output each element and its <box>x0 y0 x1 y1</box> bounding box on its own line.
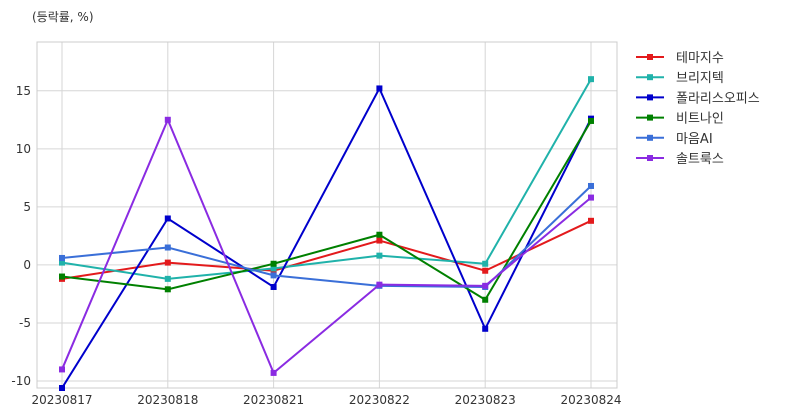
legend-label: 테마지수 <box>676 51 724 66</box>
y-unit-label: (등락률, %) <box>32 10 94 24</box>
y-tick-label: -5 <box>19 316 31 330</box>
legend-swatch-marker <box>647 54 653 60</box>
x-tick-label: 20230823 <box>455 393 516 407</box>
legend-swatch-marker <box>647 134 653 141</box>
data-point <box>482 325 489 332</box>
legend-item: 비트나인 <box>636 112 724 127</box>
x-tick-label: 20230821 <box>243 393 304 407</box>
legend-item: 솔트룩스 <box>636 152 724 167</box>
series-line <box>61 78 592 280</box>
series-6 <box>59 116 594 376</box>
data-point <box>588 76 594 83</box>
legend-label: 폴라리스오피스 <box>676 91 760 106</box>
data-point <box>588 117 594 124</box>
data-point <box>270 272 277 279</box>
series-line <box>61 219 592 280</box>
data-point <box>376 281 383 288</box>
legend-label: 솔트룩스 <box>676 152 724 167</box>
data-point <box>588 182 594 189</box>
legend-item: 브리지텍 <box>636 71 724 86</box>
data-point <box>376 231 383 238</box>
data-point <box>270 260 277 267</box>
y-tick-label: 5 <box>23 200 31 214</box>
series-2 <box>59 76 594 282</box>
legend-item: 마음AI <box>636 132 713 147</box>
x-tick-label: 20230824 <box>560 393 621 407</box>
series-line <box>61 120 592 302</box>
data-point <box>482 267 489 274</box>
data-point <box>270 283 277 290</box>
y-tick-label: 10 <box>16 142 31 156</box>
x-tick-label: 20230818 <box>137 393 198 407</box>
plot-frame <box>36 41 618 389</box>
data-point <box>588 217 594 224</box>
data-point <box>59 259 65 266</box>
data-point <box>164 286 171 293</box>
data-point <box>376 237 383 244</box>
data-point <box>588 194 594 201</box>
series-3 <box>59 85 594 391</box>
legend-item: 테마지수 <box>636 51 724 66</box>
data-point <box>59 366 65 373</box>
data-point <box>164 259 171 266</box>
grid <box>37 42 617 388</box>
data-point <box>59 385 65 391</box>
data-point <box>376 85 383 92</box>
data-point <box>164 244 171 251</box>
legend-swatch-marker <box>647 114 653 121</box>
legend-label: 브리지텍 <box>676 71 724 86</box>
y-tick-label: 15 <box>16 84 31 98</box>
data-point <box>164 215 171 222</box>
legend-label: 마음AI <box>676 132 713 147</box>
x-tick-label: 20230817 <box>31 393 92 407</box>
legend-swatch-marker <box>647 94 653 101</box>
data-point <box>59 254 65 261</box>
series-line <box>61 185 592 288</box>
x-tick-label: 20230822 <box>349 393 410 407</box>
data-point <box>482 296 489 303</box>
data-point <box>270 265 277 272</box>
y-tick-label: -10 <box>11 374 31 388</box>
legend-item: 폴라리스오피스 <box>636 91 760 106</box>
y-tick-label: 0 <box>23 258 31 272</box>
data-point <box>482 282 489 289</box>
data-point <box>376 252 383 259</box>
data-point <box>59 273 65 280</box>
legend-swatch-marker <box>647 155 653 161</box>
data-point <box>164 116 171 123</box>
data-point <box>482 260 489 267</box>
legend-label: 비트나인 <box>676 112 724 127</box>
data-point <box>164 275 171 282</box>
series-line <box>61 86 592 389</box>
series-line <box>61 117 592 375</box>
data-point <box>270 369 277 376</box>
legend-swatch-marker <box>647 74 653 81</box>
